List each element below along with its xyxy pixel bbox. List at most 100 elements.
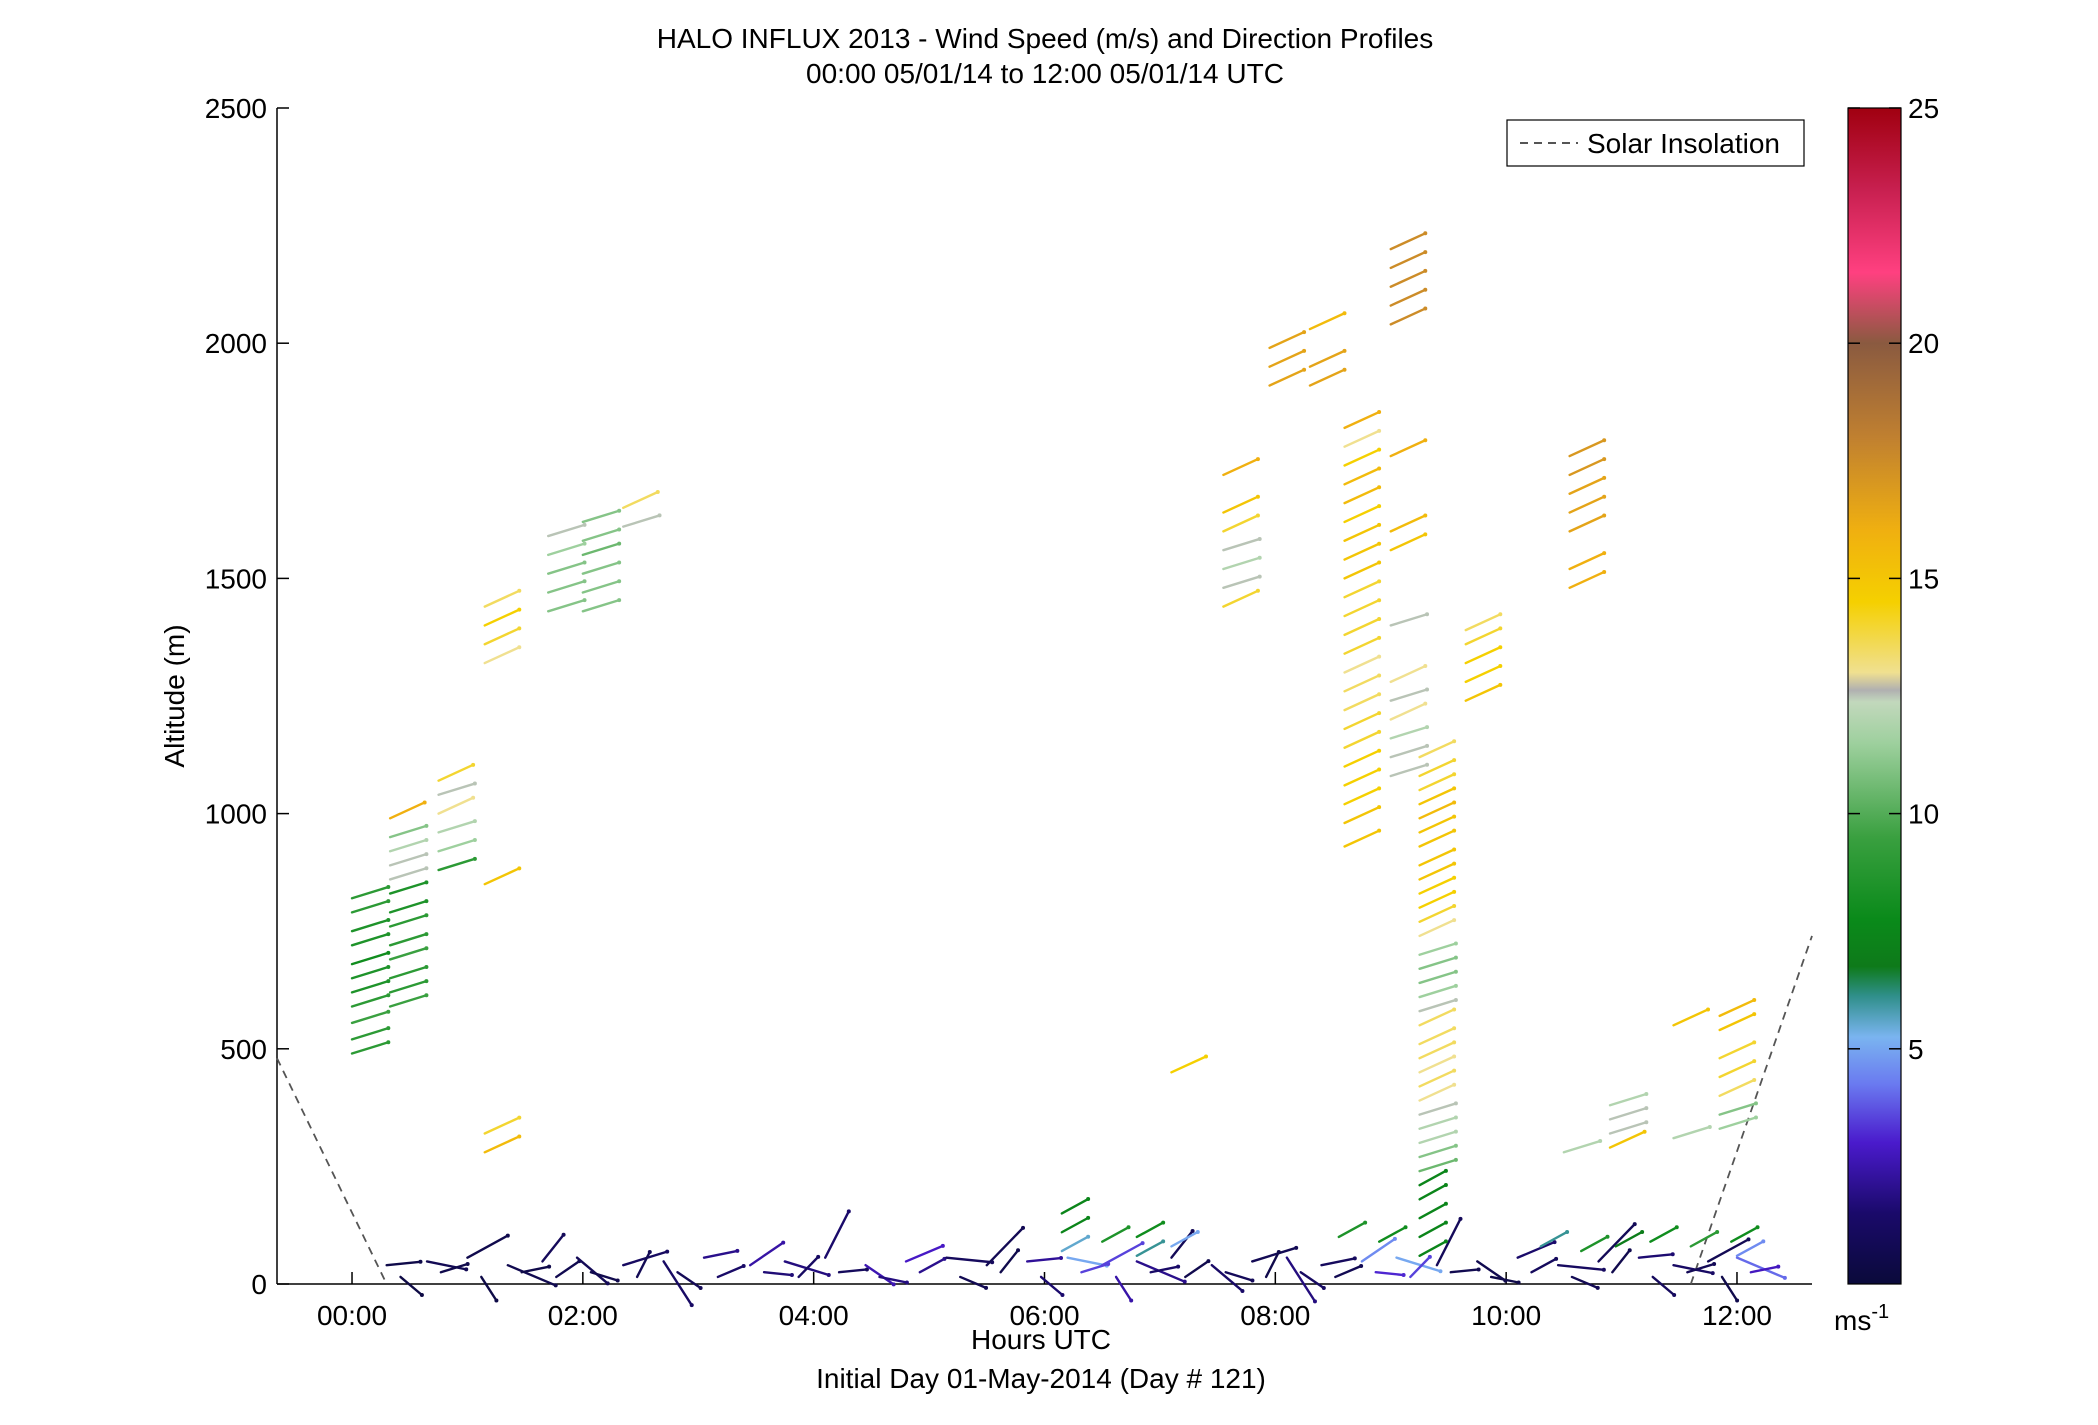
wind-vector-head xyxy=(1443,1220,1448,1225)
wind-vector xyxy=(1343,410,1381,430)
wind-vector-head xyxy=(1129,1298,1134,1303)
wind-vector-head xyxy=(617,508,622,513)
wind-vector xyxy=(1343,542,1381,561)
wind-vector xyxy=(1343,504,1381,524)
wind-vector-head xyxy=(1423,287,1428,292)
wind-vector-head xyxy=(1161,1239,1166,1244)
wind-vector xyxy=(350,979,390,994)
y-tick-label-0: 0 xyxy=(251,1269,267,1300)
chart-subtitle: 00:00 05/01/14 to 12:00 05/01/14 UTC xyxy=(806,58,1284,89)
wind-vector-head xyxy=(1377,617,1382,622)
wind-vector-head xyxy=(1443,1168,1448,1173)
wind-vector xyxy=(797,1255,820,1279)
wind-vector-head xyxy=(1377,729,1382,734)
wind-vector xyxy=(635,1250,651,1279)
wind-vector-head xyxy=(1425,725,1430,730)
wind-vector-head xyxy=(1377,748,1382,753)
wind-vector-head xyxy=(1377,410,1382,415)
wind-vector-head xyxy=(1453,1143,1458,1148)
wind-vector xyxy=(1614,1230,1644,1248)
wind-vector xyxy=(1464,683,1502,702)
wind-vector-head xyxy=(1476,1267,1481,1272)
wind-vector xyxy=(1389,763,1429,778)
wind-vector-head xyxy=(698,1286,703,1291)
wind-vector-head xyxy=(741,1264,746,1269)
wind-vector-head xyxy=(1753,1101,1758,1106)
wind-vector xyxy=(1651,1275,1676,1297)
wind-vector-head xyxy=(465,1261,470,1266)
wind-vector-head xyxy=(464,1267,469,1272)
wind-vector xyxy=(1464,627,1502,646)
wind-vector xyxy=(1343,580,1381,599)
wind-vector-head xyxy=(1452,847,1457,852)
wind-vector xyxy=(506,1263,557,1287)
wind-vector xyxy=(1389,664,1427,684)
wind-vector xyxy=(1389,613,1429,627)
wind-vector xyxy=(388,979,428,994)
wind-vector xyxy=(1389,688,1429,702)
wind-vector xyxy=(581,509,621,524)
wind-vector-head xyxy=(1203,1054,1208,1059)
wind-vector xyxy=(1464,646,1502,665)
wind-vector-head xyxy=(1498,612,1503,617)
wind-vector-head xyxy=(1021,1225,1026,1230)
wind-vector-head xyxy=(1352,1256,1357,1261)
y-axis-ticks: 0 500 1000 1500 2000 2500 xyxy=(205,93,289,1300)
wind-vector-head xyxy=(424,965,429,970)
wind-vector-head xyxy=(471,762,476,767)
wind-vector-head xyxy=(1161,1220,1166,1225)
wind-vector xyxy=(1101,1241,1144,1267)
wind-vector-head xyxy=(1452,1054,1457,1059)
wind-vector xyxy=(547,561,586,575)
wind-vector-head xyxy=(1321,1286,1326,1291)
x-axis-sublabel: Initial Day 01-May-2014 (Day # 121) xyxy=(816,1363,1266,1394)
wind-vector-head xyxy=(1126,1225,1131,1230)
wind-vector-head xyxy=(647,1249,652,1254)
wind-vector-head xyxy=(1746,1237,1751,1242)
wind-vector xyxy=(1718,1041,1756,1060)
wind-vector-head xyxy=(547,1264,552,1269)
wind-vector-head xyxy=(617,527,622,532)
wind-vector xyxy=(1343,598,1381,618)
x-tick-label-12: 12:00 xyxy=(1702,1300,1772,1331)
wind-vector xyxy=(1222,514,1260,533)
wind-vector xyxy=(702,1249,739,1259)
wind-vector-head xyxy=(1752,998,1757,1003)
wind-vector-head xyxy=(1670,1252,1675,1257)
wind-vector xyxy=(1343,787,1381,806)
wind-vector xyxy=(1489,1275,1520,1284)
wind-vector xyxy=(1568,514,1606,533)
wind-vector xyxy=(1418,918,1456,938)
wind-vector xyxy=(1343,655,1381,674)
wind-vector-head xyxy=(1453,1157,1458,1162)
wind-vector-head xyxy=(1674,1225,1679,1230)
wind-vector-head xyxy=(1452,1082,1457,1087)
wind-vector-head xyxy=(1452,758,1457,763)
wind-vector-head xyxy=(1377,579,1382,584)
wind-vector xyxy=(1672,1008,1710,1027)
wind-vector xyxy=(388,838,428,853)
wind-vector xyxy=(1114,1275,1133,1302)
wind-vector xyxy=(1170,1055,1208,1074)
wind-vector-head xyxy=(1452,828,1457,833)
wind-vector-head xyxy=(419,1292,424,1297)
colorbar: 5 10 15 20 25 ms-1 xyxy=(1834,93,1939,1336)
wind-vector xyxy=(1343,561,1381,580)
wind-vector xyxy=(662,1260,693,1307)
wind-vector xyxy=(1530,1257,1558,1274)
wind-vector xyxy=(878,1275,909,1284)
wind-vector-head xyxy=(1425,743,1430,748)
wind-vector-head xyxy=(517,1115,522,1120)
wind-vector xyxy=(437,796,475,815)
wind-vector xyxy=(1718,1059,1756,1079)
wind-vector xyxy=(1464,664,1502,684)
wind-vector xyxy=(1343,429,1381,448)
wind-vector-head xyxy=(1257,536,1262,541)
wind-vector xyxy=(483,627,521,646)
wind-vector-head xyxy=(1302,367,1307,372)
wind-vector xyxy=(1418,1069,1456,1088)
wind-vector-head xyxy=(494,1298,499,1303)
wind-vector xyxy=(1568,457,1606,477)
wind-vector xyxy=(350,994,390,1008)
wind-vector-head xyxy=(1342,367,1347,372)
